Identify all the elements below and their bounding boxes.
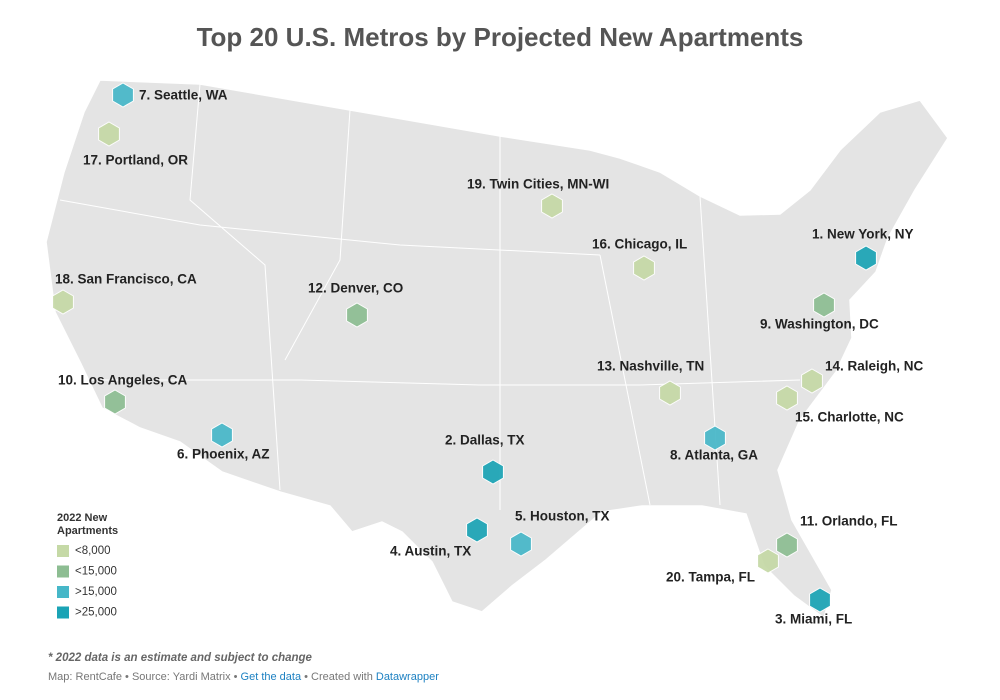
- metro-label: 2. Dallas, TX: [445, 433, 525, 448]
- source-text: • Created with: [301, 671, 376, 683]
- metro-marker: [510, 531, 532, 557]
- metro-layer: 1. New York, NY 2. Dallas, TX 3. Miami, FL…: [52, 82, 924, 627]
- metro-label: 20. Tampa, FL: [666, 570, 755, 585]
- metro-marker: [813, 292, 835, 318]
- metro-marker: [112, 82, 134, 108]
- us-outline: [45, 79, 949, 620]
- metro-label: 18. San Francisco, CA: [55, 272, 197, 287]
- metro-marker: [855, 245, 877, 271]
- metro-marker: [809, 587, 831, 613]
- metro-label: 3. Miami, FL: [775, 612, 852, 627]
- source-line: Map: RentCafe • Source: Yardi Matrix • G…: [48, 671, 439, 683]
- metro-label: 4. Austin, TX: [390, 544, 471, 559]
- legend-label: <8,000: [75, 545, 111, 557]
- metro-label: 6. Phoenix, AZ: [177, 447, 270, 462]
- metro-marker: [633, 255, 655, 281]
- metro-marker: [98, 121, 120, 147]
- metro-label: 12. Denver, CO: [308, 281, 403, 296]
- legend-title: 2022 New: [57, 512, 108, 524]
- metro-marker: [104, 389, 126, 415]
- metro-label: 13. Nashville, TN: [597, 359, 704, 374]
- metro-label: 9. Washington, DC: [760, 317, 879, 332]
- metro-marker: [211, 422, 233, 448]
- map: 1. New York, NY 2. Dallas, TX 3. Miami, FL…: [45, 79, 949, 627]
- legend-label: >25,000: [75, 607, 117, 619]
- metro-label: 15. Charlotte, NC: [795, 410, 904, 425]
- metro-label: 10. Los Angeles, CA: [58, 373, 188, 388]
- metro-label: 5. Houston, TX: [515, 509, 610, 524]
- metro-label: 11. Orlando, FL: [800, 514, 898, 529]
- metro-label: 7. Seattle, WA: [139, 88, 228, 103]
- legend-title: Apartments: [57, 525, 118, 537]
- datawrapper-link[interactable]: Datawrapper: [375, 671, 439, 683]
- metro-marker: [704, 425, 726, 451]
- metro-marker: [776, 385, 798, 411]
- metro-label: 14. Raleigh, NC: [825, 359, 924, 374]
- metro-label: 1. New York, NY: [812, 227, 914, 242]
- metro-marker: [541, 193, 563, 219]
- metro-label: 8. Atlanta, GA: [670, 448, 758, 463]
- metro-marker: [346, 302, 368, 328]
- source-text: Map: RentCafe • Source: Yardi Matrix •: [48, 671, 241, 683]
- metro-marker: [776, 532, 798, 558]
- metro-marker: [482, 459, 504, 485]
- legend-label: >15,000: [75, 586, 117, 598]
- legend-swatch: [57, 586, 69, 598]
- legend-swatch: [57, 565, 69, 578]
- metro-marker: [52, 289, 74, 315]
- legend-label: <15,000: [75, 566, 117, 578]
- get-data-link[interactable]: Get the data: [240, 671, 302, 683]
- metro-marker: [466, 517, 488, 543]
- title: Top 20 U.S. Metros by Projected New Apar…: [196, 22, 804, 52]
- metro-label: 16. Chicago, IL: [592, 237, 687, 252]
- metro-marker: [659, 380, 681, 406]
- metro-label: 17. Portland, OR: [83, 153, 188, 168]
- legend-swatch: [57, 606, 69, 619]
- metro-marker: [801, 368, 823, 394]
- footnote: * 2022 data is an estimate and subject t…: [48, 652, 312, 664]
- metro-label: 19. Twin Cities, MN-WI: [467, 177, 609, 192]
- legend-swatch: [57, 545, 69, 557]
- metro-marker: [757, 548, 779, 574]
- state-lines: [59, 83, 801, 510]
